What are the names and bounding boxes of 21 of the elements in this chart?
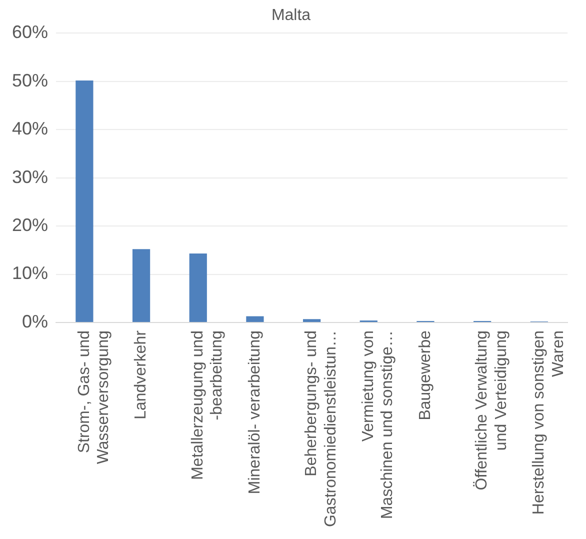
x-tick-label: Mineralöl- verarbeitung: [246, 330, 264, 494]
bar: [246, 316, 264, 322]
chart-title: Malta: [271, 7, 311, 24]
y-tick-label: 30%: [12, 166, 48, 187]
y-tick-label: 20%: [12, 215, 48, 236]
y-tick-label: 10%: [12, 263, 48, 284]
x-tick-label: Baugewerbe: [416, 330, 434, 420]
bar: [189, 254, 207, 322]
x-tick-label: Öffentliche Verwaltung und Verteidigung: [472, 330, 510, 490]
y-tick-label: 50%: [12, 70, 48, 90]
x-tick-label: Strom-, Gas- und Wasserversorgung: [76, 330, 112, 464]
y-tick-label: 60%: [12, 22, 48, 42]
x-tick-label: Vermietung von Maschinen und sonstige…: [360, 330, 396, 520]
x-tick-label: Beherbergungs- und Gastronomiedienstleistun…: [303, 330, 340, 528]
x-tick-label: Metallerzeugung und -bearbeitung: [190, 330, 226, 480]
y-tick-label: 0%: [22, 311, 48, 332]
bar: [302, 319, 321, 322]
bar: [76, 80, 94, 322]
bar: [132, 249, 150, 322]
x-tick-label: Landverkehr: [132, 330, 150, 420]
y-tick-label: 40%: [12, 118, 48, 139]
